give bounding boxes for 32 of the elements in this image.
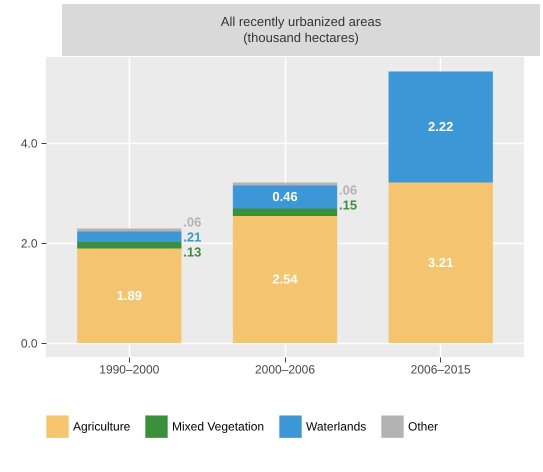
data-label: 2.22 [428,119,454,134]
data-label: .15 [339,198,358,213]
bar [388,72,493,182]
data-label: 0.46 [272,189,298,204]
bar [388,182,493,343]
bar [232,186,338,208]
data-label: 1.89 [116,288,142,303]
y-tick-label: 0.0 [20,336,38,350]
x-tick-label: 2000–2006 [254,362,316,376]
bar [232,208,338,216]
legend-label: Waterlands [306,420,366,434]
chart-title: All recently urbanized areas [220,14,382,30]
data-label: 3.21 [428,254,454,270]
chart-subtitle: (thousand hectares) [242,30,360,46]
bar [77,228,182,232]
data-label: .13 [183,244,202,260]
y-tick-label: 2.0 [20,236,38,250]
x-tick-label: 2006–2015 [410,362,472,376]
bar [77,232,182,242]
bar [232,182,338,186]
y-tick-label: 4.0 [20,136,38,150]
data-label: .06 [183,214,202,230]
legend-label: Mixed Vegetation [172,420,264,434]
legend-label: Agriculture [73,420,131,434]
legend-label: Other [408,420,438,434]
data-label: 2.54 [272,272,298,286]
x-tick-label: 1990–2000 [99,362,160,376]
data-label: .06 [339,182,358,198]
bar [77,248,182,343]
bar [77,242,182,248]
data-label: .21 [183,229,202,244]
bar [232,216,338,343]
